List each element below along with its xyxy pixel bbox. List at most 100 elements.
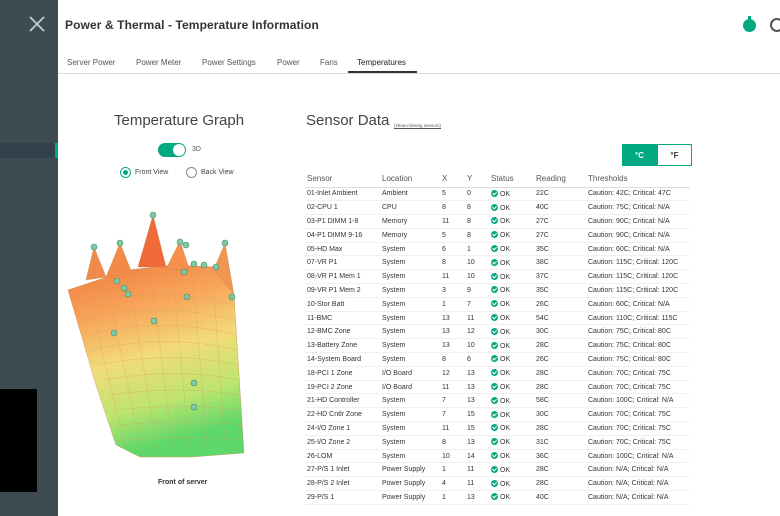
show-missing-sensors-link[interactable]: (show missing sensors) [394, 123, 442, 128]
cell-status: OK [489, 242, 534, 257]
cell-sensor: 10-Stor Batt [305, 297, 380, 312]
cell-reading: 54C [534, 311, 586, 326]
cell-y: 10 [465, 255, 489, 271]
tab-power-settings[interactable]: Power Settings [202, 58, 256, 67]
table-header-row: Sensor Location X Y Status Reading Thres… [305, 171, 690, 188]
status-text: OK [500, 425, 511, 433]
cell-location: System [380, 449, 440, 464]
cell-location: CPU [380, 200, 440, 216]
cell-reading: 27C [534, 228, 586, 243]
sidebar-black-panel [0, 389, 37, 492]
status-text: OK [500, 384, 511, 392]
main-content: Temperature Graph 3D Front View Back Vie… [58, 75, 780, 516]
cell-status: OK [489, 187, 534, 202]
sidebar-selected-item[interactable] [0, 143, 58, 158]
sensor-data-title: Sensor Data [306, 112, 390, 129]
cell-thresholds: Caution: 75C; Critical: N/A [586, 200, 690, 216]
cell-location: System [380, 311, 440, 326]
cell-sensor: 21-HD Controller [305, 393, 380, 409]
ok-check-icon [491, 245, 498, 253]
settings-icon[interactable] [770, 18, 780, 32]
cell-reading: 28C [534, 366, 586, 381]
table-row: 03-P1 DIMM 1-8 Memory 11 8 OK 27C Caution: 90C… [305, 214, 690, 229]
col-reading[interactable]: Reading [534, 171, 586, 188]
cell-reading: 35C [534, 283, 586, 298]
col-sensor[interactable]: Sensor [305, 171, 380, 188]
toggle-3d[interactable] [158, 143, 186, 157]
cell-thresholds: Caution: 90C; Critical: N/A [586, 228, 690, 243]
ok-check-icon [491, 203, 498, 211]
cell-y: 6 [465, 352, 489, 367]
tab-fans[interactable]: Fans [320, 58, 338, 67]
cell-thresholds: Caution: 75C; Critical: 80C [586, 338, 690, 354]
front-view-label: Front View [135, 169, 169, 176]
cell-reading: 26C [534, 297, 586, 312]
cell-status: OK [489, 421, 534, 436]
table-row: 10-Stor Batt System 1 7 OK 26C Caution: 60C; C… [305, 297, 690, 312]
radio-front-view[interactable] [120, 167, 131, 178]
cell-status: OK [489, 380, 534, 395]
ok-check-icon [491, 383, 498, 391]
cell-thresholds: Caution: 90C; Critical: N/A [586, 214, 690, 229]
cell-x: 12 [440, 366, 465, 381]
col-location[interactable]: Location [380, 171, 440, 188]
col-y[interactable]: Y [465, 171, 489, 188]
cell-location: System [380, 435, 440, 450]
cell-sensor: 24-I/O Zone 1 [305, 421, 380, 436]
cell-thresholds: Caution: 100C; Critical: N/A [586, 393, 690, 409]
cell-y: 14 [465, 449, 489, 464]
cell-status: OK [489, 200, 534, 216]
cell-reading: 40C [534, 490, 586, 505]
cell-sensor: 02-CPU 1 [305, 200, 380, 216]
cell-sensor: 12-BMC Zone [305, 324, 380, 340]
cell-y: 13 [465, 393, 489, 409]
cell-location: System [380, 421, 440, 436]
cell-sensor: 01-Inlet Ambient [305, 187, 380, 202]
cell-y: 13 [465, 435, 489, 450]
celsius-button[interactable]: °C [622, 144, 657, 166]
cell-thresholds: Caution: 115C; Critical: 120C [586, 255, 690, 271]
health-icon[interactable] [743, 16, 756, 32]
table-row: 19-PCI 2 Zone I/O Board 11 13 OK 28C Caution: … [305, 380, 690, 395]
status-text: OK [500, 397, 511, 405]
ok-check-icon [491, 355, 498, 363]
col-x[interactable]: X [440, 171, 465, 188]
tab-server-power[interactable]: Server Power [67, 58, 116, 67]
cell-location: Power Supply [380, 476, 440, 492]
cell-x: 8 [440, 255, 465, 271]
ok-check-icon [491, 189, 498, 197]
cell-status: OK [489, 393, 534, 409]
status-text: OK [500, 259, 511, 267]
cell-sensor: 05-HD Max [305, 242, 380, 257]
cell-x: 6 [440, 242, 465, 257]
cell-x: 1 [440, 297, 465, 312]
table-row: 22-HD Cntlr Zone System 7 15 OK 30C Caution: 7… [305, 407, 690, 423]
tab-temperatures[interactable]: Temperatures [357, 58, 406, 67]
cell-x: 11 [440, 380, 465, 395]
col-status[interactable]: Status [489, 171, 534, 188]
cell-status: OK [489, 352, 534, 367]
ok-check-icon [491, 424, 498, 432]
cell-status: OK [489, 311, 534, 326]
close-icon[interactable] [27, 14, 49, 36]
ok-check-icon [491, 341, 498, 349]
cell-location: I/O Board [380, 380, 440, 395]
col-thresholds[interactable]: Thresholds [586, 171, 690, 188]
cell-location: Memory [380, 214, 440, 229]
temperature-surface-graph[interactable] [66, 205, 246, 465]
cell-thresholds: Caution: N/A; Critical: N/A [586, 462, 690, 478]
cell-thresholds: Caution: 115C; Critical: 120C [586, 269, 690, 285]
cell-status: OK [489, 269, 534, 285]
fahrenheit-button[interactable]: °F [657, 144, 692, 166]
toggle-knob [173, 144, 185, 156]
cell-status: OK [489, 255, 534, 271]
radio-back-view[interactable] [186, 167, 197, 178]
table-row: 27-P/S 1 Inlet Power Supply 1 11 OK 28C Cautio… [305, 462, 690, 478]
front-of-server-label: Front of server [158, 479, 208, 486]
page-title: Power & Thermal - Temperature Informatio… [65, 18, 319, 32]
cell-sensor: 04-P1 DIMM 9-16 [305, 228, 380, 243]
cell-x: 8 [440, 435, 465, 450]
ok-check-icon [491, 493, 498, 501]
tab-power[interactable]: Power [277, 58, 300, 67]
tab-power-meter[interactable]: Power Meter [136, 58, 182, 67]
